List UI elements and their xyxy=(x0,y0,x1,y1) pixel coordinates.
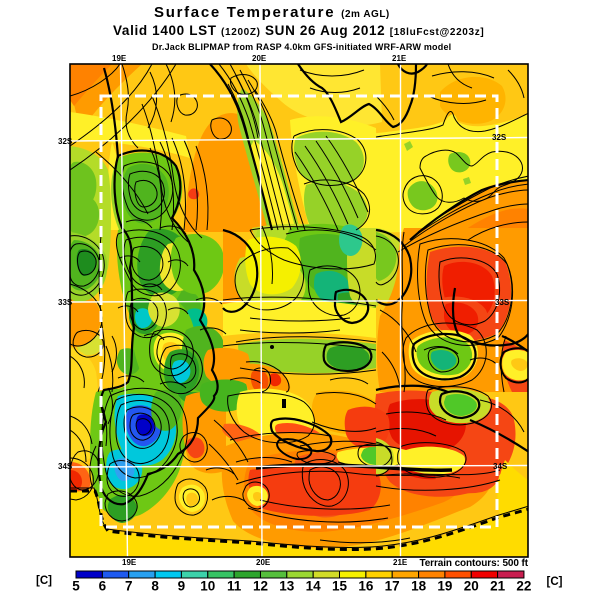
svg-text:5: 5 xyxy=(72,579,80,594)
svg-text:17: 17 xyxy=(385,579,400,594)
svg-text:21: 21 xyxy=(490,579,506,594)
svg-text:14: 14 xyxy=(306,579,322,594)
svg-text:[C]: [C] xyxy=(547,576,563,588)
svg-text:10: 10 xyxy=(200,579,215,594)
svg-text:22: 22 xyxy=(516,579,531,594)
svg-text:20: 20 xyxy=(464,579,479,594)
svg-text:18: 18 xyxy=(411,579,427,594)
svg-text:[C]: [C] xyxy=(36,575,52,587)
svg-text:11: 11 xyxy=(227,579,242,594)
svg-text:12: 12 xyxy=(253,579,268,594)
svg-text:19: 19 xyxy=(437,579,452,594)
svg-text:13: 13 xyxy=(279,579,295,594)
svg-text:6: 6 xyxy=(99,579,107,594)
svg-text:15: 15 xyxy=(332,579,348,594)
svg-text:9: 9 xyxy=(178,579,186,594)
svg-text:16: 16 xyxy=(358,579,374,594)
svg-text:7: 7 xyxy=(125,579,133,594)
svg-text:8: 8 xyxy=(151,579,159,594)
